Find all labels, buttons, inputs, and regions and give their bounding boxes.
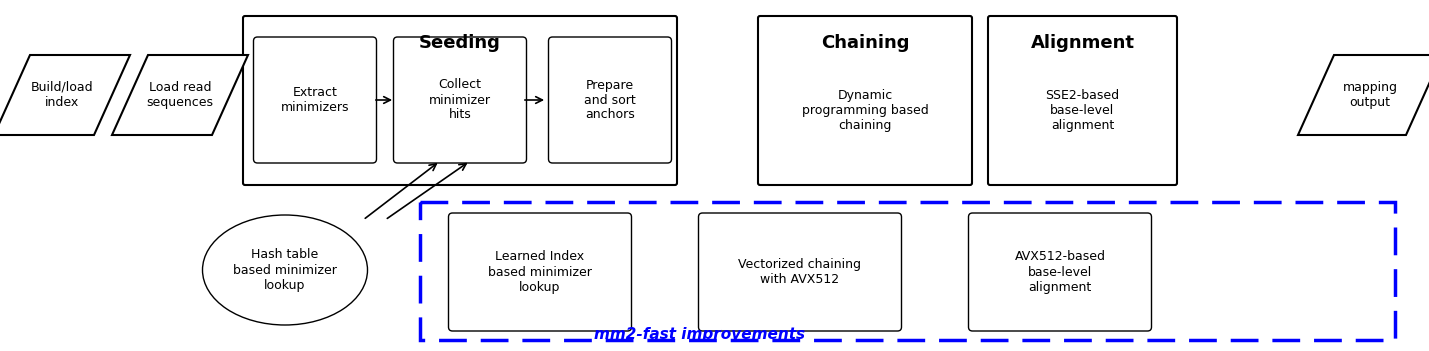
FancyBboxPatch shape bbox=[969, 213, 1152, 331]
Text: Prepare
and sort
anchors: Prepare and sort anchors bbox=[584, 79, 636, 121]
Text: Vectorized chaining
with AVX512: Vectorized chaining with AVX512 bbox=[739, 258, 862, 286]
Text: Seeding: Seeding bbox=[419, 34, 502, 52]
Text: mm2-fast improvements: mm2-fast improvements bbox=[594, 327, 806, 342]
FancyBboxPatch shape bbox=[393, 37, 526, 163]
Ellipse shape bbox=[203, 215, 367, 325]
Polygon shape bbox=[111, 55, 249, 135]
Text: Dynamic
programming based
chaining: Dynamic programming based chaining bbox=[802, 89, 929, 132]
Text: Hash table
based minimizer
lookup: Hash table based minimizer lookup bbox=[233, 249, 337, 291]
FancyBboxPatch shape bbox=[699, 213, 902, 331]
Text: mapping
output: mapping output bbox=[1342, 81, 1398, 109]
Text: Collect
minimizer
hits: Collect minimizer hits bbox=[429, 79, 492, 121]
FancyBboxPatch shape bbox=[549, 37, 672, 163]
FancyBboxPatch shape bbox=[449, 213, 632, 331]
Polygon shape bbox=[1298, 55, 1429, 135]
Text: Alignment: Alignment bbox=[1030, 34, 1135, 52]
Text: SSE2-based
base-level
alignment: SSE2-based base-level alignment bbox=[1046, 89, 1119, 132]
Text: Load read
sequences: Load read sequences bbox=[147, 81, 213, 109]
Text: Chaining: Chaining bbox=[820, 34, 909, 52]
FancyBboxPatch shape bbox=[243, 16, 677, 185]
Polygon shape bbox=[0, 55, 130, 135]
Text: AVX512-based
base-level
alignment: AVX512-based base-level alignment bbox=[1015, 251, 1106, 293]
FancyBboxPatch shape bbox=[757, 16, 972, 185]
Text: Learned Index
based minimizer
lookup: Learned Index based minimizer lookup bbox=[489, 251, 592, 293]
Text: Extract
minimizers: Extract minimizers bbox=[280, 86, 349, 114]
FancyBboxPatch shape bbox=[253, 37, 376, 163]
FancyBboxPatch shape bbox=[987, 16, 1177, 185]
Text: Build/load
index: Build/load index bbox=[30, 81, 93, 109]
